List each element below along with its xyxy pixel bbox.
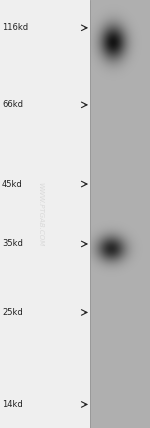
Bar (90, 0, 150, 428)
Text: 66kd: 66kd (2, 100, 23, 110)
Text: 45kd: 45kd (2, 179, 23, 189)
Text: 25kd: 25kd (2, 308, 23, 317)
Text: 116kd: 116kd (2, 23, 28, 33)
Text: 14kd: 14kd (2, 400, 23, 409)
Text: WWW.PTGAB.COM: WWW.PTGAB.COM (38, 182, 44, 246)
Text: 35kd: 35kd (2, 239, 23, 249)
